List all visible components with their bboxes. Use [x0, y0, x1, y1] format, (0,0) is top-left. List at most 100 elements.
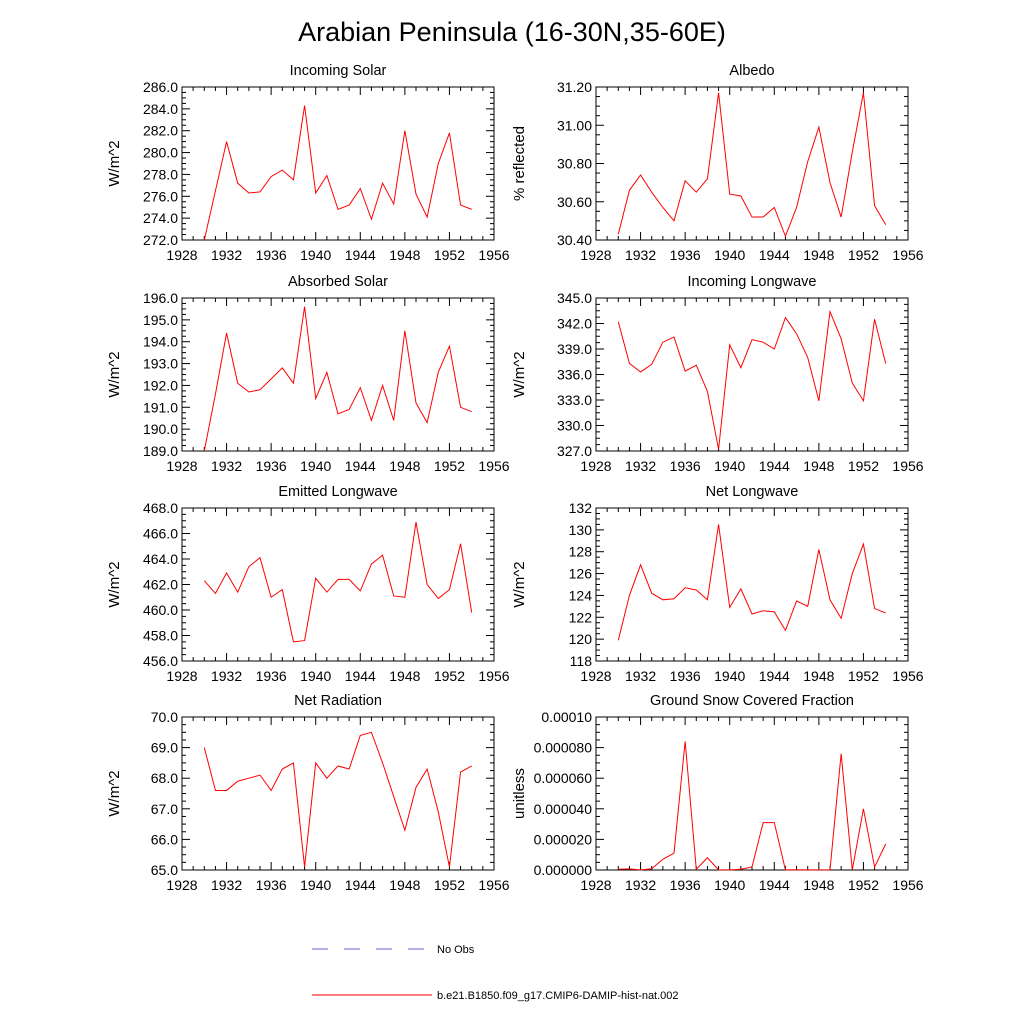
y-tick-label: 196.0: [143, 290, 178, 306]
x-tick-label: 1940: [300, 668, 331, 684]
x-tick-label: 1956: [892, 668, 923, 684]
x-tick-label: 1928: [166, 458, 197, 474]
x-tick-label: 1956: [892, 458, 923, 474]
y-tick-label: 124: [569, 587, 593, 603]
y-tick-label: 284.0: [143, 101, 178, 117]
panel-7: Ground Snow Covered Fraction 1928 1932 1936…: [511, 693, 924, 893]
x-tick-label: 1928: [580, 877, 611, 893]
x-tick-label: 1944: [345, 458, 376, 474]
x-tick-label: 1932: [211, 668, 242, 684]
y-tick-label: 280.0: [143, 145, 178, 161]
y-axis-label: W/m^2: [511, 351, 528, 397]
y-tick-label: 0.00010: [541, 709, 592, 725]
x-tick-label: 1928: [166, 877, 197, 893]
x-tick-label: 1932: [625, 247, 656, 263]
y-tick-label: 70.0: [151, 709, 178, 725]
y-tick-label: 345.0: [557, 290, 592, 306]
y-tick-label: 0.000020: [534, 831, 593, 847]
y-axis-label: W/m^2: [106, 770, 123, 816]
panel-title: Albedo: [729, 63, 774, 79]
x-tick-label: 1936: [670, 877, 701, 893]
x-tick-label: 1928: [580, 668, 611, 684]
x-tick-label: 1940: [300, 247, 331, 263]
series-line: [618, 741, 887, 871]
x-tick-label: 1944: [759, 877, 790, 893]
y-axis-label: unitless: [511, 768, 528, 819]
y-tick-label: 192.0: [143, 377, 178, 393]
series-line: [617, 524, 886, 641]
panel-2: Absorbed Solar 1928 1932 1936 1940 1944 1948 19…: [106, 274, 510, 474]
y-tick-label: 456.0: [143, 653, 178, 669]
y-tick-label: 460.0: [143, 602, 178, 618]
series-line: [203, 105, 472, 241]
y-tick-label: 118: [570, 653, 593, 669]
y-tick-label: 66.0: [151, 831, 178, 847]
y-tick-label: 339.0: [557, 341, 592, 357]
y-tick-label: 0.000080: [534, 740, 593, 756]
y-axis-label: W/m^2: [106, 351, 123, 397]
x-tick-label: 1940: [714, 247, 745, 263]
y-tick-label: 276.0: [143, 188, 178, 204]
x-tick-label: 1952: [434, 247, 465, 263]
y-tick-label: 190.0: [143, 421, 178, 437]
y-tick-label: 30.60: [557, 194, 592, 210]
y-axis-label: % reflected: [511, 126, 528, 201]
legend-label-no-obs: No Obs: [437, 944, 475, 956]
x-tick-label: 1956: [892, 877, 923, 893]
y-tick-label: 30.40: [557, 232, 592, 248]
x-tick-label: 1928: [166, 668, 197, 684]
y-tick-label: 286.0: [143, 79, 178, 95]
x-tick-label: 1936: [670, 247, 701, 263]
y-tick-label: 464.0: [143, 551, 178, 567]
x-tick-label: 1932: [211, 877, 242, 893]
x-tick-label: 1956: [478, 668, 509, 684]
x-tick-label: 1952: [434, 668, 465, 684]
x-tick-label: 1944: [759, 458, 790, 474]
plot-frame: [181, 716, 495, 871]
series-line: [203, 521, 473, 643]
x-tick-label: 1936: [256, 458, 287, 474]
x-tick-label: 1952: [434, 877, 465, 893]
plot-frame: [595, 297, 909, 452]
x-tick-label: 1956: [478, 458, 509, 474]
y-tick-label: 0.000040: [534, 801, 593, 817]
x-tick-label: 1940: [714, 668, 745, 684]
x-tick-label: 1940: [300, 877, 331, 893]
x-tick-label: 1932: [625, 458, 656, 474]
panel-title: Absorbed Solar: [288, 274, 388, 290]
y-tick-label: 462.0: [143, 577, 178, 593]
y-tick-label: 278.0: [143, 166, 178, 182]
x-tick-label: 1932: [211, 247, 242, 263]
x-tick-label: 1952: [848, 247, 879, 263]
y-tick-label: 272.0: [143, 232, 178, 248]
y-tick-label: 333.0: [557, 392, 592, 408]
x-tick-label: 1952: [848, 877, 879, 893]
panel-6: Net Radiation 1928 1932 1936 1940 1944 1948 195…: [106, 693, 510, 893]
y-tick-label: 132: [569, 500, 593, 516]
panel-4: Emitted Longwave 1928 1932 1936 1940 1944 1948…: [106, 484, 510, 684]
panel-title: Incoming Solar: [290, 63, 387, 79]
x-tick-label: 1928: [580, 247, 611, 263]
x-tick-label: 1956: [478, 877, 509, 893]
x-tick-label: 1944: [345, 668, 376, 684]
x-tick-label: 1936: [256, 668, 287, 684]
legend: No Obs b.e21.B1850.f09_g17.CMIP6-DAMIP-h…: [312, 944, 679, 1002]
x-tick-label: 1948: [389, 247, 420, 263]
y-tick-label: 194.0: [143, 334, 178, 350]
x-tick-label: 1948: [803, 668, 834, 684]
y-tick-label: 67.0: [151, 801, 178, 817]
y-tick-label: 122: [569, 609, 593, 625]
x-tick-label: 1952: [848, 668, 879, 684]
y-tick-label: 189.0: [143, 443, 178, 459]
plot-frame: [595, 716, 909, 871]
series-line: [203, 731, 472, 868]
x-tick-label: 1936: [670, 458, 701, 474]
panel-0: Incoming Solar 1928 1932 1936 1940 1944 1948 19…: [106, 63, 510, 263]
panel-5: Net Longwave 1928 1932 1936 1940 1944 1948 1952…: [511, 484, 924, 684]
y-tick-label: 274.0: [143, 210, 178, 226]
x-tick-label: 1940: [714, 458, 745, 474]
x-tick-label: 1944: [759, 247, 790, 263]
panel-title: Net Radiation: [294, 693, 382, 709]
x-tick-label: 1928: [166, 247, 197, 263]
